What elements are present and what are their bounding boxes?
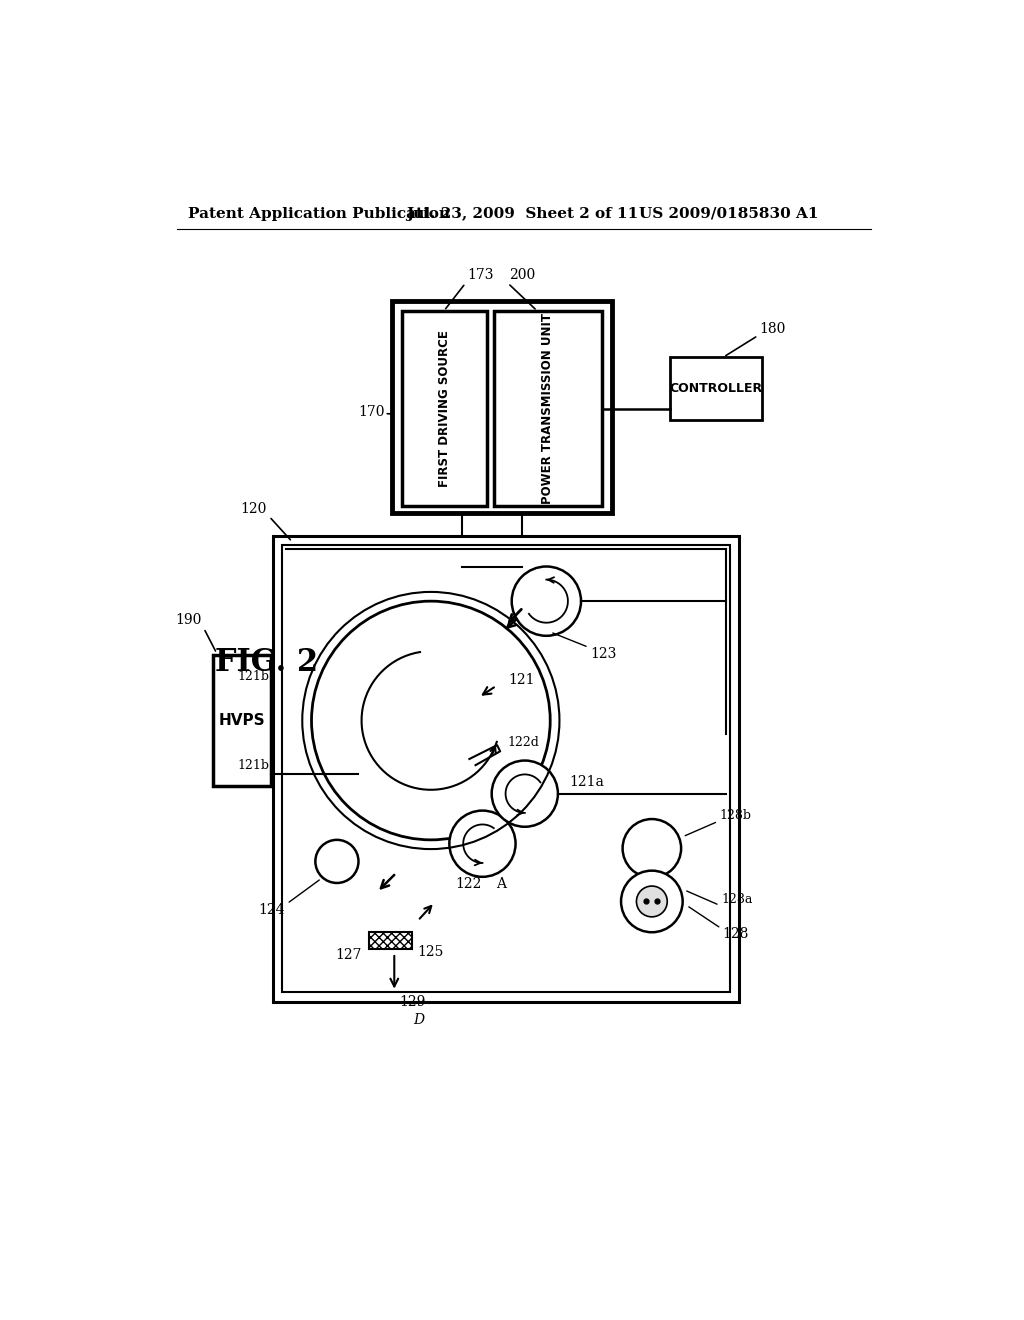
Text: 121a: 121a [569,775,604,789]
Text: 173: 173 [467,268,494,282]
Bar [392,301,611,512]
Ellipse shape [450,810,515,876]
Text: FIRST DRIVING SOURCE: FIRST DRIVING SOURCE [438,330,451,487]
Text: 120: 120 [241,502,267,516]
Text: A: A [497,876,506,891]
Ellipse shape [637,886,668,917]
Text: 190: 190 [175,614,202,627]
Text: 200: 200 [509,268,536,282]
Text: 122d: 122d [508,735,540,748]
Bar [213,655,271,785]
Text: Jul. 23, 2009  Sheet 2 of 11: Jul. 23, 2009 Sheet 2 of 11 [407,207,639,220]
Text: 128b: 128b [720,809,752,822]
Bar [370,932,412,949]
Text: 122: 122 [456,876,482,891]
Text: 180: 180 [760,322,786,337]
Text: CONTROLLER: CONTROLLER [670,381,762,395]
Text: 125: 125 [418,945,444,960]
Text: 128a: 128a [721,894,753,907]
Text: Patent Application Publication: Patent Application Publication [188,207,451,220]
Text: FIG. 2: FIG. 2 [215,647,318,678]
Ellipse shape [621,871,683,932]
Bar [494,312,602,507]
Text: 129: 129 [399,994,426,1008]
Text: 170: 170 [358,405,385,420]
Text: 128: 128 [723,927,750,941]
Text: 121: 121 [508,673,535,686]
Ellipse shape [311,601,550,840]
Bar [273,536,739,1002]
Bar [401,312,487,507]
Text: 121b: 121b [238,759,269,772]
Text: 124: 124 [258,903,285,917]
Text: POWER TRANSMISSION UNIT: POWER TRANSMISSION UNIT [542,313,554,504]
Bar [670,358,762,420]
Ellipse shape [623,818,681,878]
Ellipse shape [492,760,558,826]
Text: 127: 127 [335,948,361,961]
Text: 121b: 121b [238,671,269,684]
Bar [283,545,730,993]
Text: HVPS: HVPS [219,713,265,729]
Ellipse shape [315,840,358,883]
Ellipse shape [512,566,581,636]
Text: 123: 123 [590,647,616,660]
Text: US 2009/0185830 A1: US 2009/0185830 A1 [639,207,818,220]
Text: D: D [414,1012,425,1027]
